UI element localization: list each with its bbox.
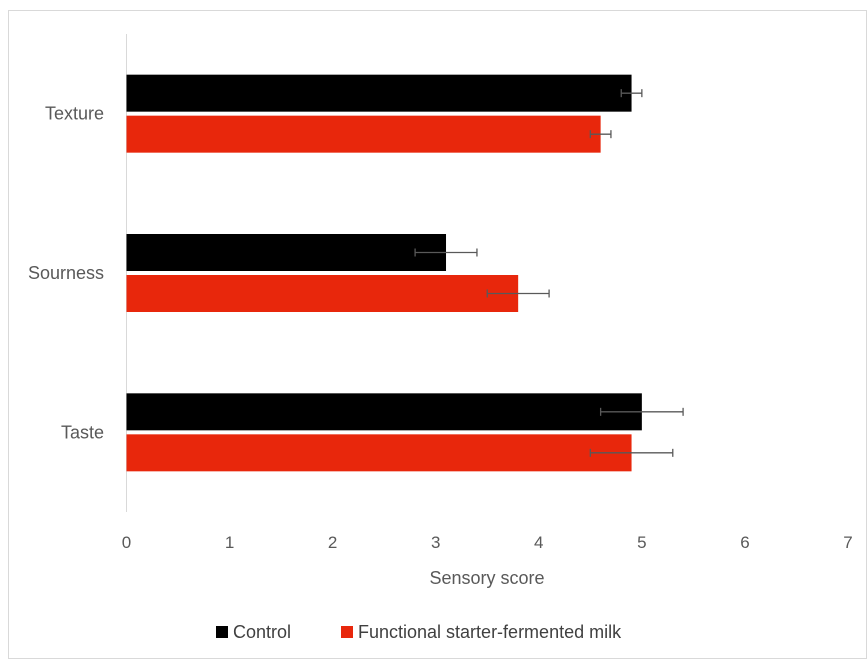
bar-taste-control [126, 393, 642, 431]
error-bar-taste-functional [589, 448, 674, 457]
bar-sourness-functional [126, 275, 519, 312]
bar-sourness-control [126, 234, 447, 271]
category-label-taste: Taste [61, 422, 104, 442]
category-labels: Taste Sourness Texture [28, 104, 104, 443]
x-tick-label: 6 [740, 533, 749, 552]
error-bars-layer [414, 89, 684, 457]
x-tick-label: 0 [122, 533, 131, 552]
legend-item-functional: Functional starter-fermented milk [341, 622, 622, 642]
error-bar-texture-functional [589, 130, 612, 139]
bar-texture-control [126, 74, 632, 112]
legend: Control Functional starter-fermented milk [216, 622, 622, 642]
x-tick-labels: 0 1 2 3 4 5 6 7 [122, 533, 853, 552]
error-bar-taste-control [599, 407, 684, 416]
bar-texture-functional [126, 115, 601, 153]
bar-taste-functional [126, 434, 632, 472]
category-label-texture: Texture [45, 104, 104, 124]
error-bar-sourness-functional [486, 289, 550, 298]
legend-swatch [341, 626, 353, 638]
x-tick-label: 3 [431, 533, 440, 552]
legend-item-control: Control [216, 622, 291, 642]
category-label-sourness: Sourness [28, 263, 104, 283]
x-tick-label: 2 [328, 533, 337, 552]
bars-layer [126, 74, 642, 472]
error-bar-texture-control [620, 89, 643, 98]
x-tick-label: 7 [843, 533, 852, 552]
legend-label: Control [233, 622, 291, 642]
x-tick-label: 5 [637, 533, 646, 552]
x-axis-title: Sensory score [429, 568, 544, 588]
legend-swatch [216, 626, 228, 638]
error-bar-sourness-control [414, 248, 478, 257]
x-tick-label: 4 [534, 533, 543, 552]
legend-label: Functional starter-fermented milk [358, 622, 622, 642]
x-tick-label: 1 [225, 533, 234, 552]
